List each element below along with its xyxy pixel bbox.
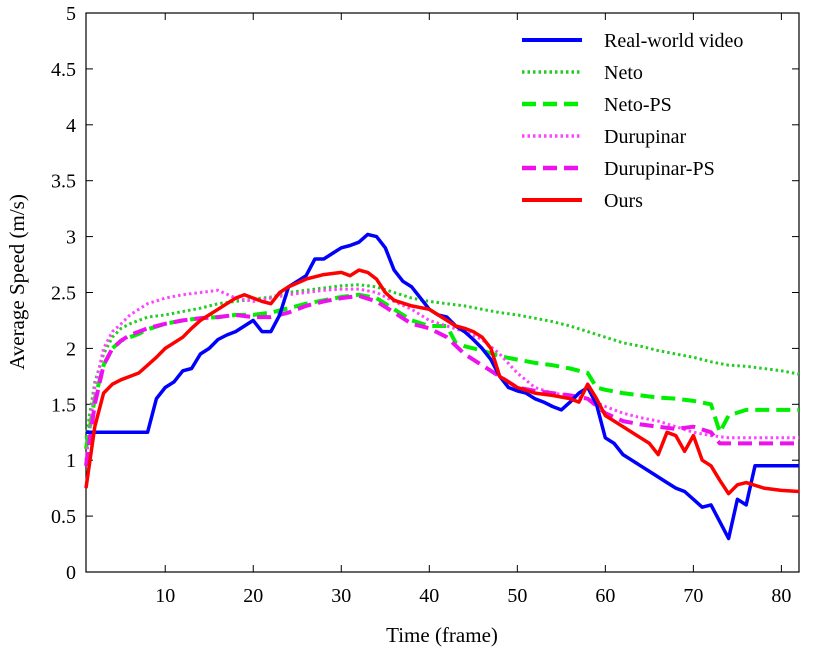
y-tick-label: 4.5 (51, 59, 76, 81)
y-tick-label: 5 (66, 3, 76, 25)
x-tick-label: 80 (771, 585, 791, 607)
series-line-durupinar (84, 287, 799, 461)
x-tick-label: 10 (155, 585, 175, 607)
legend-label: Neto (604, 62, 643, 84)
x-tick-label: 50 (507, 585, 527, 607)
legend-label: Neto-PS (604, 94, 672, 116)
legend-label: Durupinar-PS (604, 158, 715, 180)
y-tick-label: 1 (66, 450, 76, 472)
y-tick-label: 2 (66, 338, 76, 360)
x-tick-label: 30 (331, 585, 351, 607)
y-tick-label: 3.5 (51, 171, 76, 193)
legend-label: Real-world video (604, 30, 743, 52)
legend-label: Durupinar (604, 126, 687, 148)
x-axis-ticks: 10 20 30 40 50 60 70 80 (155, 13, 791, 607)
series-lines (84, 232, 800, 541)
series-line-neto (84, 283, 800, 439)
x-tick-label: 20 (243, 585, 263, 607)
series-line-real-world-video (86, 232, 799, 541)
y-tick-label: 0 (66, 562, 76, 584)
series-line-durupinar-ps (84, 293, 799, 467)
legend-box (508, 20, 780, 218)
x-axis-label: Time (frame) (386, 623, 498, 647)
x-tick-label: 40 (419, 585, 439, 607)
x-tick-label: 60 (595, 585, 615, 607)
y-tick-label: 1.5 (51, 394, 76, 416)
y-tick-label: 4 (66, 115, 76, 137)
y-axis-label: Average Speed (m/s) (5, 194, 29, 370)
y-tick-label: 3 (66, 227, 76, 249)
series-line-ours (84, 268, 800, 496)
y-axis-ticks: 0 0.5 1 1.5 2 2.5 3 3.5 4 4.5 5 (51, 3, 799, 584)
y-tick-label: 2.5 (51, 283, 76, 305)
legend-label: Ours (604, 190, 643, 212)
x-tick-label: 70 (683, 585, 703, 607)
legend: Real-world video Neto Neto-PS Durupinar Duru… (508, 20, 780, 218)
y-tick-label: 0.5 (51, 506, 76, 528)
